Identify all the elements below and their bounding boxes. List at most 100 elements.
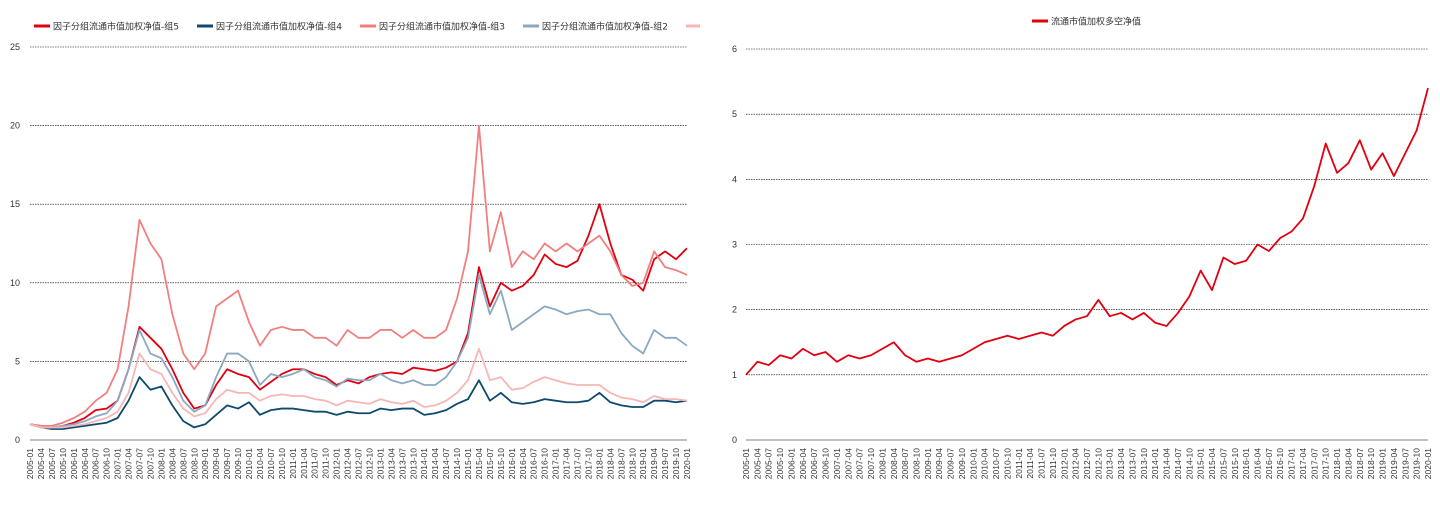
x-tick-label: 2019-04 — [1389, 448, 1399, 479]
legend-label: 因子分组流通市值加权净值-组3 — [379, 21, 505, 33]
x-tick-label: 2009-07 — [946, 448, 956, 479]
x-tick-label: 2012-01 — [332, 448, 342, 479]
x-tick-label: 2013-04 — [1116, 448, 1126, 479]
x-tick-label: 2016-04 — [1253, 448, 1263, 479]
legend-label: 流通市值加权多空净值 — [1051, 16, 1141, 28]
x-tick-label: 2014-10 — [452, 448, 462, 479]
x-tick-label: 2011-10 — [321, 448, 331, 479]
x-tick-label: 2005-10 — [775, 448, 785, 479]
y-tick-label: 6 — [732, 44, 737, 54]
x-tick-label: 2006-07 — [809, 448, 819, 479]
x-tick-label: 2014-07 — [441, 448, 451, 479]
x-tick-label: 2005-10 — [58, 448, 68, 479]
x-tick-label: 2013-10 — [1139, 448, 1149, 479]
x-tick-label: 2005-07 — [47, 448, 57, 479]
x-tick-label: 2007-10 — [145, 448, 155, 479]
y-tick-label: 0 — [15, 435, 20, 445]
x-tick-label: 2010-10 — [277, 448, 287, 479]
y-tick-label: 10 — [10, 278, 20, 288]
x-tick-label: 2012-07 — [354, 448, 364, 479]
x-tick-label: 2017-10 — [583, 448, 593, 479]
x-tick-label: 2018-04 — [605, 448, 615, 479]
x-tick-label: 2019-10 — [1412, 448, 1422, 479]
x-tick-label: 2013-07 — [397, 448, 407, 479]
x-tick-label: 2011-04 — [299, 448, 309, 479]
x-tick-label: 2014-04 — [1162, 448, 1172, 479]
x-tick-label: 2011-10 — [1048, 448, 1058, 479]
x-tick-label: 2006-04 — [80, 448, 90, 479]
x-tick-label: 2008-10 — [912, 448, 922, 479]
x-tick-label: 2011-07 — [1037, 448, 1047, 479]
x-tick-label: 2017-04 — [562, 448, 572, 479]
x-tick-label: 2007-01 — [113, 448, 123, 479]
y-tick-label: 20 — [10, 121, 20, 131]
x-tick-label: 2008-01 — [156, 448, 166, 479]
x-tick-label: 2016-10 — [1275, 448, 1285, 479]
x-tick-label: 2018-01 — [594, 448, 604, 479]
x-tick-label: 2014-07 — [1173, 448, 1183, 479]
x-tick-label: 2017-04 — [1298, 448, 1308, 479]
x-tick-label: 2017-07 — [1309, 448, 1319, 479]
series-line — [29, 203, 688, 429]
x-tick-label: 2017-10 — [1321, 448, 1331, 479]
x-tick-label: 2007-07 — [135, 448, 145, 479]
series-line — [29, 124, 688, 427]
x-tick-label: 2017-07 — [573, 448, 583, 479]
x-tick-label: 2018-07 — [1355, 448, 1365, 479]
x-tick-label: 2012-04 — [343, 448, 353, 479]
x-tick-label: 2014-04 — [430, 448, 440, 479]
x-tick-label: 2014-01 — [1150, 448, 1160, 479]
x-tick-label: 2018-10 — [627, 448, 637, 479]
x-tick-label: 2006-01 — [69, 448, 79, 479]
series-line — [29, 376, 688, 430]
x-tick-label: 2010-01 — [968, 448, 978, 479]
x-tick-label: 2005-04 — [752, 448, 762, 479]
x-tick-label: 2007-04 — [843, 448, 853, 479]
x-tick-label: 2017-01 — [1287, 448, 1297, 479]
x-tick-label: 2009-04 — [211, 448, 221, 479]
x-tick-label: 2017-01 — [551, 448, 561, 479]
x-tick-label: 2012-10 — [1093, 448, 1103, 479]
x-tick-label: 2015-01 — [1196, 448, 1206, 479]
x-tick-label: 2015-10 — [496, 448, 506, 479]
x-tick-label: 2018-07 — [616, 448, 626, 479]
series-line — [745, 87, 1429, 376]
x-tick-label: 2016-01 — [507, 448, 517, 479]
x-tick-label: 2015-04 — [474, 448, 484, 479]
x-tick-label: 2011-07 — [310, 448, 320, 479]
x-tick-label: 2010-07 — [991, 448, 1001, 479]
x-tick-label: 2013-10 — [408, 448, 418, 479]
x-tick-label: 2016-10 — [540, 448, 550, 479]
x-tick-label: 2008-01 — [877, 448, 887, 479]
y-tick-label: 1 — [732, 370, 737, 380]
y-tick-label: 25 — [10, 42, 20, 52]
x-tick-label: 2012-04 — [1071, 448, 1081, 479]
x-tick-label: 2020-01 — [1423, 448, 1433, 479]
x-tick-label: 2006-10 — [102, 448, 112, 479]
y-tick-label: 0 — [732, 435, 737, 445]
y-tick-label: 3 — [732, 240, 737, 250]
x-tick-label: 2009-01 — [923, 448, 933, 479]
x-tick-label: 2006-07 — [91, 448, 101, 479]
x-tick-label: 2008-04 — [167, 448, 177, 479]
x-tick-label: 2018-10 — [1366, 448, 1376, 479]
x-tick-label: 2009-04 — [934, 448, 944, 479]
x-tick-label: 2013-01 — [1105, 448, 1115, 479]
y-tick-label: 5 — [732, 109, 737, 119]
x-tick-label: 2020-01 — [682, 448, 692, 479]
x-tick-label: 2009-07 — [222, 448, 232, 479]
legend-label: 因子分组流通市值加权净值-组2 — [542, 21, 668, 33]
x-tick-label: 2010-01 — [244, 448, 254, 479]
legend-label: 因子分组流通市值加权净值-组4 — [216, 21, 342, 33]
x-tick-label: 2011-01 — [1014, 448, 1024, 479]
x-tick-label: 2006-01 — [786, 448, 796, 479]
x-tick-label: 2005-01 — [25, 448, 35, 479]
x-tick-label: 2013-04 — [386, 448, 396, 479]
x-tick-label: 2019-10 — [671, 448, 681, 479]
x-tick-label: 2011-04 — [1025, 448, 1035, 479]
x-tick-label: 2014-01 — [419, 448, 429, 479]
x-tick-label: 2007-01 — [832, 448, 842, 479]
